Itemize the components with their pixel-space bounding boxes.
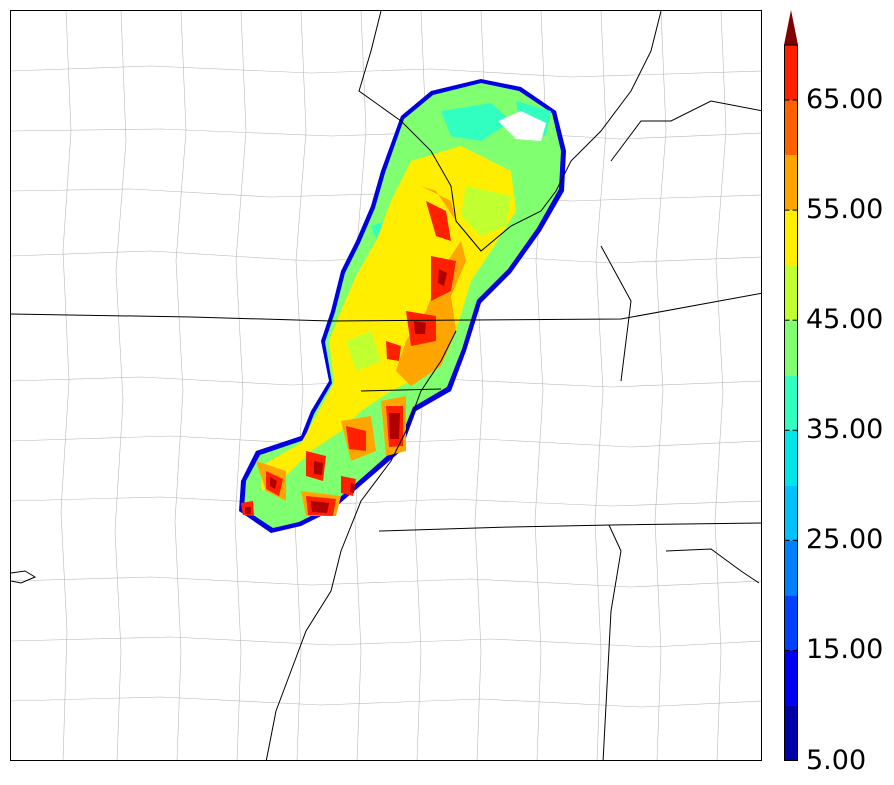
- state-line-south: [378, 522, 761, 532]
- county-boundaries: [11, 11, 761, 760]
- colorbar-tick-label: 5.00: [806, 744, 867, 776]
- field-hole: [498, 111, 546, 141]
- colorbar-band: [784, 155, 798, 211]
- colorbar-band: [784, 265, 798, 321]
- colorbar-band: [784, 650, 798, 706]
- colorbar-band: [784, 100, 798, 156]
- state-boundaries: [11, 11, 761, 760]
- colorbar: [784, 10, 798, 761]
- river-top-east: [610, 100, 761, 162]
- field-red: [241, 201, 456, 516]
- colorbar-band: [784, 595, 798, 651]
- colorbar-tick-label: 25.00: [806, 524, 884, 556]
- colorbar-band: [784, 540, 798, 596]
- colorbar-band: [784, 320, 798, 376]
- colorbar-band: [784, 485, 798, 541]
- map-svg: [11, 11, 761, 760]
- colorbar-tick-label: 45.00: [806, 304, 884, 336]
- colorbar-band: [784, 210, 798, 266]
- colorbar-tick-label: 55.00: [806, 194, 884, 226]
- state-line-north: [11, 292, 761, 322]
- river-small-west: [11, 570, 37, 584]
- colorbar-tick-label: 35.00: [806, 414, 884, 446]
- river-mississippi: [358, 11, 662, 252]
- colorbar-band: [784, 45, 798, 101]
- border-inner: [360, 388, 442, 392]
- colorbar-band: [784, 705, 798, 761]
- colorbar-band: [784, 430, 798, 486]
- river-east: [600, 245, 632, 382]
- colorbar-tick-label: 65.00: [806, 84, 884, 116]
- colorbar-ticks: [784, 99, 798, 761]
- field-yellow: [261, 146, 516, 491]
- colorbar-tick-label: 15.00: [806, 634, 884, 666]
- colorbar-outline: [784, 44, 798, 761]
- river-small-east: [665, 548, 760, 584]
- state-line-east: [602, 524, 622, 760]
- river-lower: [265, 330, 457, 760]
- field-yellowgreen: [346, 186, 511, 371]
- colorbar-bands: [784, 45, 798, 761]
- colorbar-band: [784, 375, 798, 431]
- map-panel: [10, 10, 762, 761]
- reflectivity-field: [239, 79, 566, 533]
- colorbar-extend-arrow: [784, 10, 798, 45]
